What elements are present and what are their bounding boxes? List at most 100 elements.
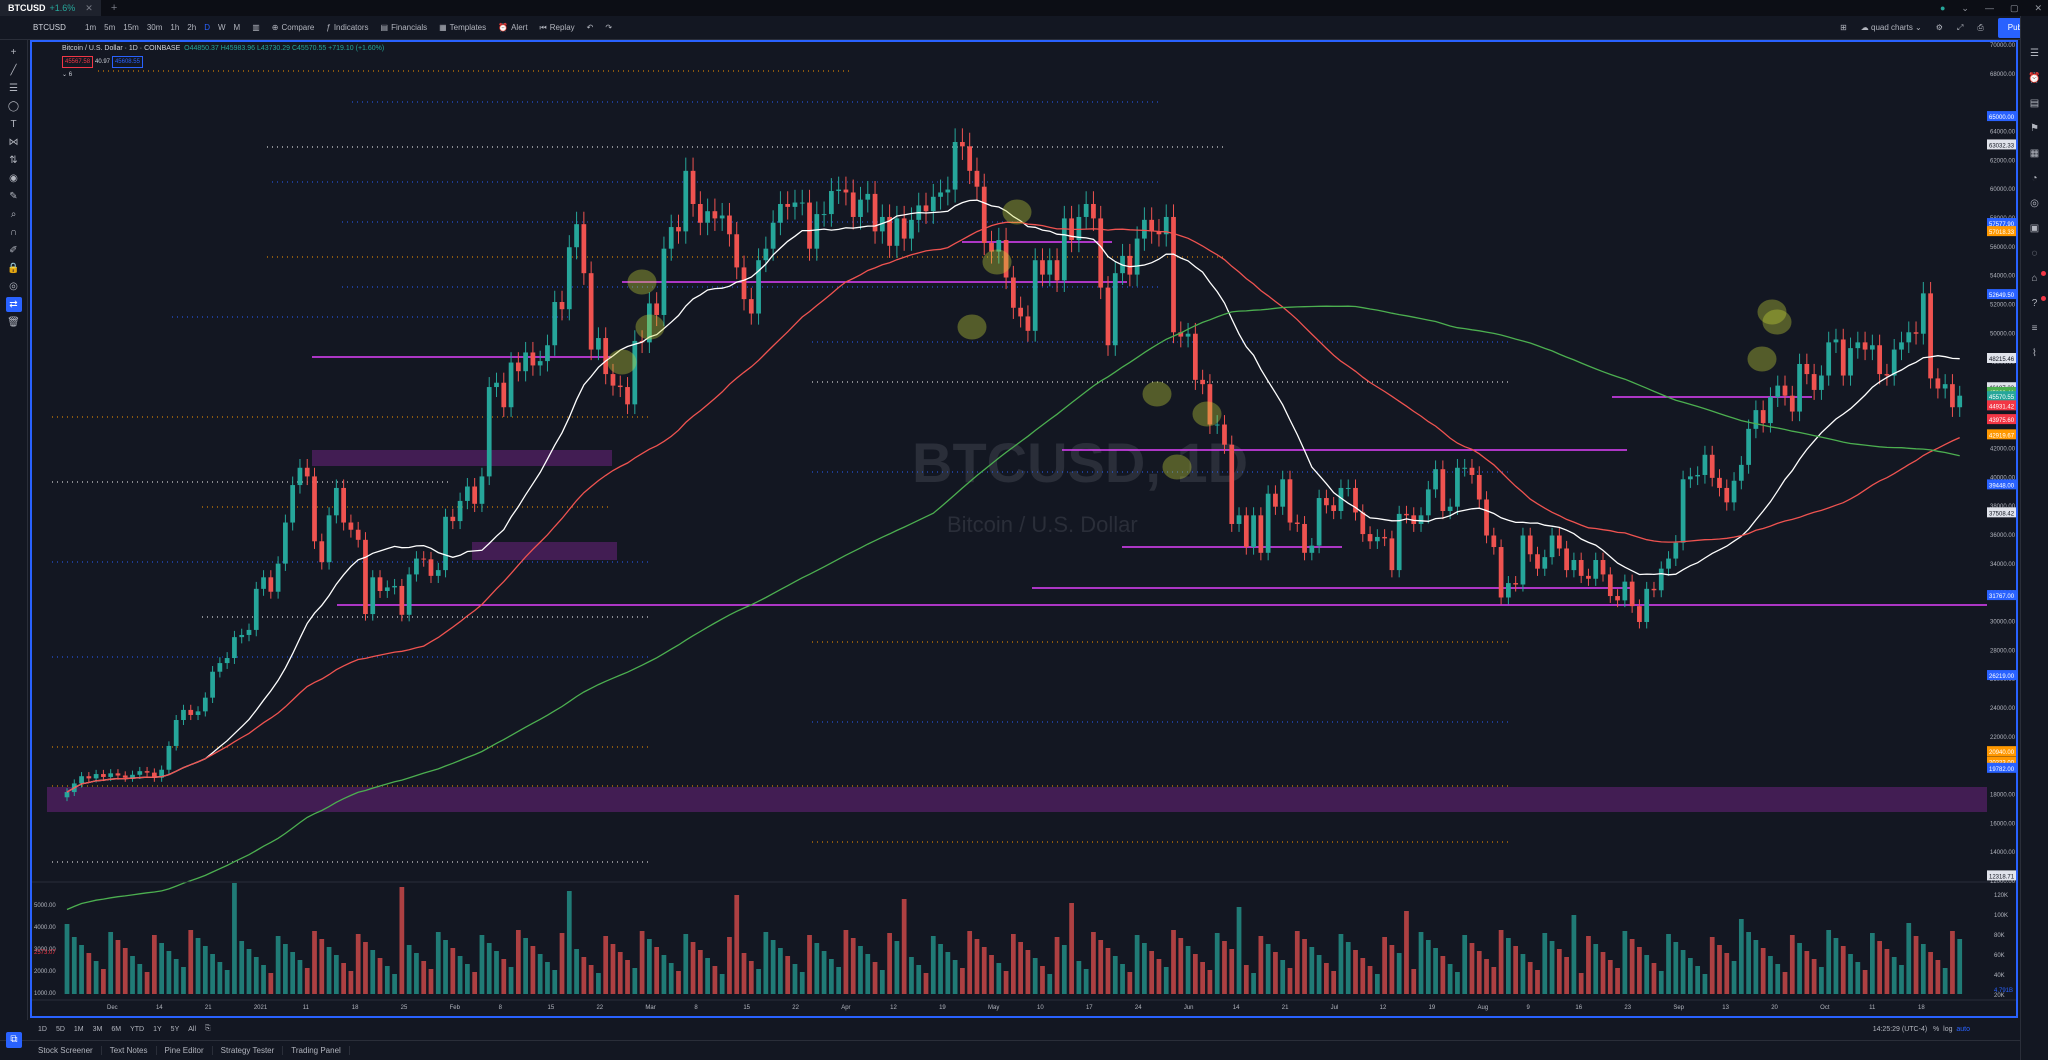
help-icon[interactable]: ? [2028,296,2046,312]
financials-button[interactable]: ▤ Financials [380,23,428,32]
sync-drawings-icon[interactable]: ⇄ [5,297,22,312]
price-chart-svg[interactable]: BTCUSD, 1D Bitcoin / U.S. Dollar 70000.00 6… [32,42,2016,1016]
candle-body [1833,339,1839,343]
layout-name-button[interactable]: ☁ quad charts ⌄ [1860,23,1922,32]
shapes-icon[interactable]: ◯ [7,101,20,112]
time-axis-label: May [988,1005,999,1011]
ideas-icon[interactable]: ◔ [2031,173,2038,184]
tab-strategy-tester[interactable]: Strategy Tester [213,1046,284,1055]
tf-15m[interactable]: 15m [123,23,139,32]
pattern-icon[interactable]: ⋈ [8,137,19,148]
new-tab-icon[interactable]: + [110,2,118,14]
alert-button[interactable]: ⏰ Alert [498,23,528,32]
tf-30m[interactable]: 30m [146,23,163,32]
log-toggle[interactable]: log [1943,1025,1953,1033]
order-panel-icon[interactable]: ≡ [2031,323,2038,334]
close-window-icon[interactable]: ✕ [2034,2,2042,13]
trash-icon[interactable]: 🗑 [7,317,20,328]
clock[interactable]: 14:25:29 (UTC-4) % log auto [1872,1025,1970,1033]
tf-m[interactable]: M [233,23,241,32]
chart-tab[interactable]: BTCUSD +1.6% ✕ [0,0,101,16]
tf-d[interactable]: D [204,23,210,32]
tf-1h[interactable]: 1h [170,23,180,32]
chart-pane[interactable]: BTCUSD, 1D Bitcoin / U.S. Dollar 70000.00 6… [30,40,2018,1018]
range-5y[interactable]: 5Y [170,1025,180,1033]
indicators-toggle[interactable]: ⌄ 6 [62,72,73,78]
stay-drawing-icon[interactable]: ✐ [9,245,18,256]
watchlist-icon[interactable]: ☰ [2030,48,2039,59]
chat-icon[interactable]: ◌ [2031,248,2038,259]
candle-body [785,203,791,207]
data-window-icon[interactable]: ▤ [2029,98,2040,109]
fullscreen-icon[interactable]: ⤢ [1956,22,1964,32]
alerts-icon[interactable]: ⏰ [2028,73,2041,84]
templates-button[interactable]: ▦ Templates [439,23,487,32]
ask-box[interactable]: 45608.55 [111,56,143,68]
redo-icon[interactable]: ↷ [605,23,613,32]
crosshair-icon[interactable]: + [10,47,17,58]
candle-body [566,247,572,310]
auto-toggle[interactable]: auto [1956,1025,1970,1033]
compare-button[interactable]: ⊕ Compare [271,23,315,32]
range-1d[interactable]: 1D [38,1025,47,1033]
symbol-search[interactable]: BTCUSD [33,23,66,32]
tf-5m[interactable]: 5m [104,23,116,32]
candle-body [115,773,121,776]
range-all[interactable]: All [188,1025,197,1033]
volume-bar [392,974,397,994]
close-tab-icon[interactable]: ✕ [85,2,93,13]
range-1m[interactable]: 1M [73,1025,84,1033]
candle-body [268,577,274,592]
tf-w[interactable]: W [217,23,226,32]
range-5d[interactable]: 5D [55,1025,65,1033]
undo-icon[interactable]: ↶ [586,23,594,32]
notifications-icon[interactable]: ▣ [2029,223,2040,234]
zoom-icon[interactable]: ⌕ [10,209,17,220]
magnet-icon[interactable]: ∩ [9,227,18,238]
hotlist-icon[interactable]: ⚑ [2030,123,2039,134]
minimize-icon[interactable]: — [1984,3,1994,13]
layout-grid-icon[interactable]: ⊞ [1840,23,1847,32]
settings-gear-icon[interactable]: ⚙ [1935,23,1943,32]
range-ytd[interactable]: YTD [130,1025,145,1033]
tf-2h[interactable]: 2h [187,23,197,32]
candle-body [1564,548,1569,571]
sma-200-line [66,305,1960,911]
annotation-circle-3 [957,314,987,340]
candle-body [1491,535,1497,548]
tab-trading-panel[interactable]: Trading Panel [283,1046,350,1055]
goto-date-icon[interactable]: ⎘ [205,1025,211,1032]
brush-icon[interactable]: ✎ [9,191,18,202]
tf-1m[interactable]: 1m [85,23,97,32]
trend-line-icon[interactable]: ╱ [10,65,17,76]
volume-bar [515,930,521,994]
streams-icon[interactable]: ◎ [2030,198,2039,209]
candle-body [1797,363,1802,412]
alert-status-icon[interactable]: ● [1939,3,1946,13]
range-3m[interactable]: 3M [92,1025,103,1033]
tab-pine-editor[interactable]: Pine Editor [157,1046,213,1055]
replay-button[interactable]: ⏮ Replay [539,22,575,33]
depth-icon[interactable]: ⌇ [2032,348,2037,359]
horizontal-lines-icon[interactable]: ☰ [9,83,18,94]
text-icon[interactable]: T [10,119,17,130]
maximize-icon[interactable]: ▢ [2009,2,2019,13]
private-chats-icon[interactable]: ⌂ [2028,271,2046,287]
calendar-icon[interactable]: ▦ [2029,148,2040,159]
tab-text-notes[interactable]: Text Notes [102,1046,157,1055]
lock-icon[interactable]: 🔒 [7,263,20,274]
range-1y[interactable]: 1Y [153,1025,162,1033]
tradingview-logo-icon[interactable]: ⧉ [6,1032,22,1048]
bid-box[interactable]: 45567.58 [62,56,94,68]
volume-bar [1353,950,1358,994]
hide-icon[interactable]: ◎ [9,281,18,292]
eye-icon[interactable]: ◉ [9,173,18,184]
indicators-button[interactable]: ƒ Indicators [326,23,369,32]
prediction-icon[interactable]: ⇅ [9,155,18,166]
camera-icon[interactable]: ⎙ [1977,22,1984,32]
tab-stock-screener[interactable]: Stock Screener [30,1046,102,1055]
percent-toggle[interactable]: % [1933,1025,1940,1033]
range-6m[interactable]: 6M [111,1025,122,1033]
account-chevron-icon[interactable]: ⌄ [1961,2,1969,13]
chart-type-button[interactable]: ▥ [252,23,260,32]
